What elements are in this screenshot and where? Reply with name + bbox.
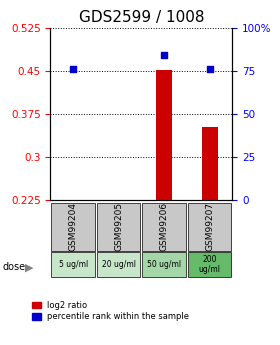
Point <box>162 52 166 58</box>
Text: GSM99205: GSM99205 <box>114 202 123 252</box>
FancyBboxPatch shape <box>188 253 232 277</box>
Bar <box>156 70 172 200</box>
Point <box>207 66 212 72</box>
Bar <box>202 127 218 200</box>
FancyBboxPatch shape <box>51 253 95 277</box>
FancyBboxPatch shape <box>97 203 141 251</box>
Text: GSM99207: GSM99207 <box>205 202 214 252</box>
FancyBboxPatch shape <box>142 203 186 251</box>
FancyBboxPatch shape <box>188 203 232 251</box>
Text: 200
ug/ml: 200 ug/ml <box>199 255 221 275</box>
Text: GSM99204: GSM99204 <box>69 202 78 252</box>
FancyBboxPatch shape <box>142 253 186 277</box>
Text: GSM99206: GSM99206 <box>160 202 169 252</box>
Text: 5 ug/ml: 5 ug/ml <box>59 260 88 269</box>
FancyBboxPatch shape <box>97 253 141 277</box>
Text: 50 ug/ml: 50 ug/ml <box>147 260 181 269</box>
Legend: log2 ratio, percentile rank within the sample: log2 ratio, percentile rank within the s… <box>32 301 189 321</box>
Title: GDS2599 / 1008: GDS2599 / 1008 <box>79 10 204 25</box>
Text: dose: dose <box>3 263 26 272</box>
FancyBboxPatch shape <box>51 203 95 251</box>
Text: 20 ug/ml: 20 ug/ml <box>102 260 136 269</box>
Text: ▶: ▶ <box>25 263 34 272</box>
Point <box>71 66 75 72</box>
